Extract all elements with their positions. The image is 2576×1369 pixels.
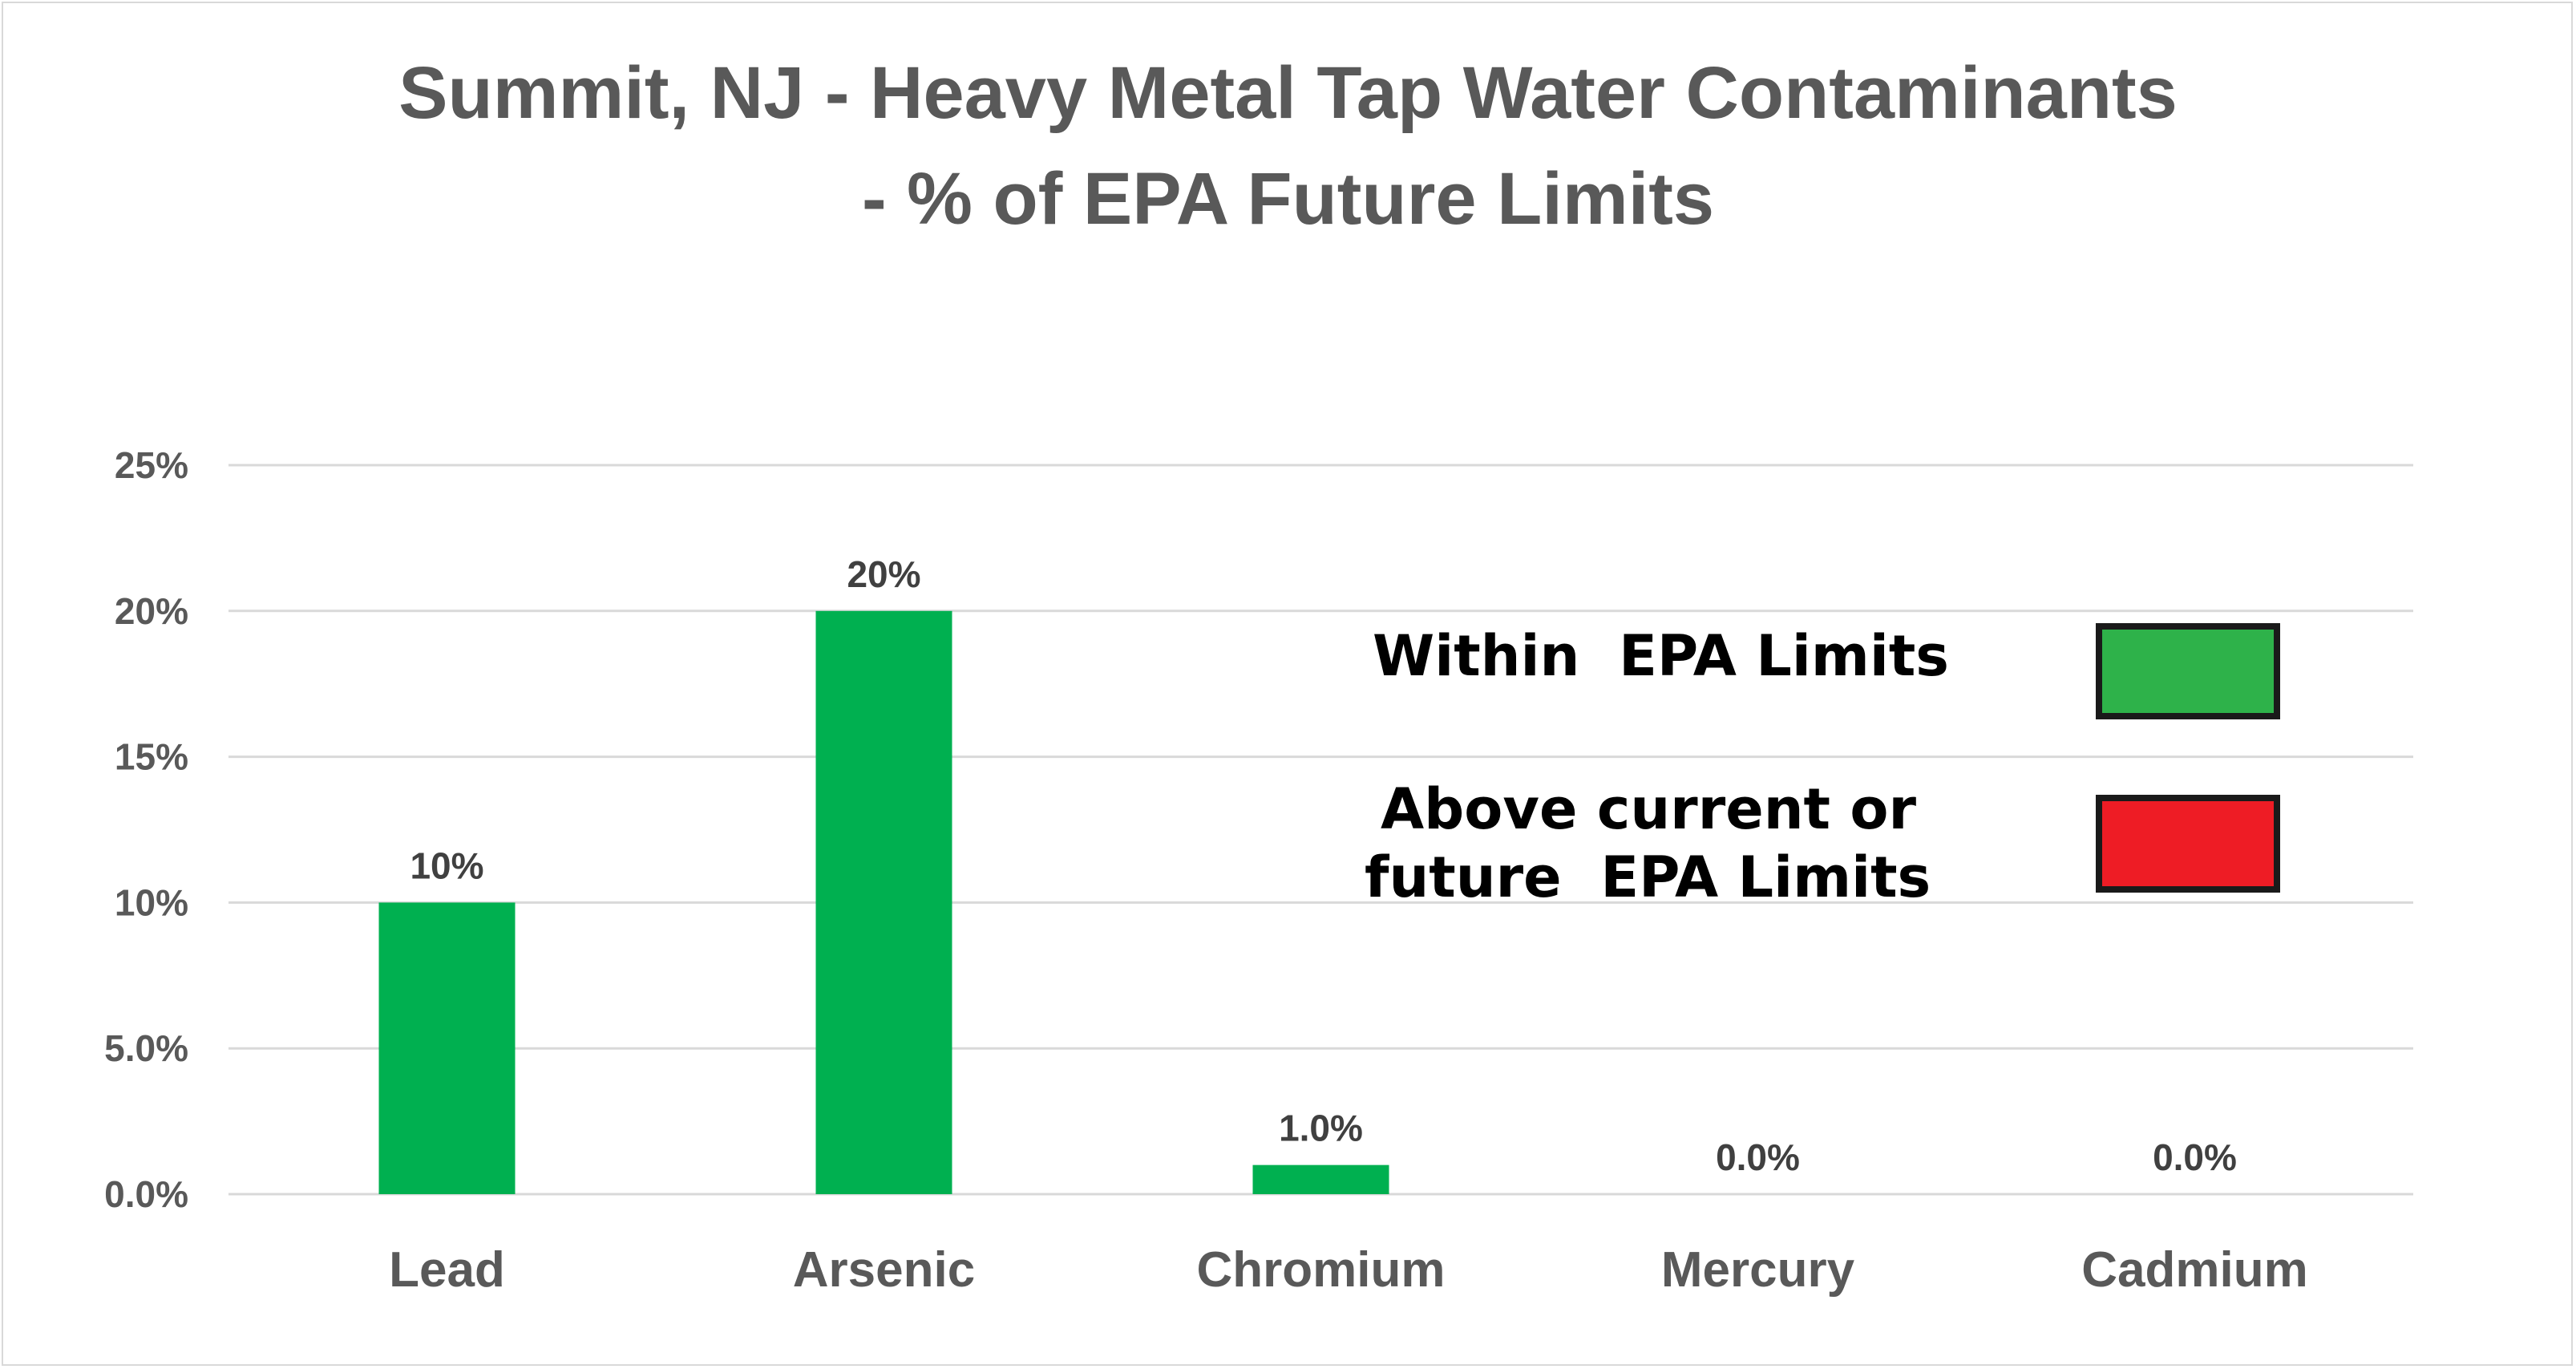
bar-chromium (1252, 1164, 1389, 1194)
y-tick-label-0: 0.0% (104, 1173, 188, 1215)
legend-label-2-line-2: future EPA Limits (1365, 844, 1931, 910)
data-label-mercury: 0.0% (1716, 1136, 1800, 1178)
category-label-lead: Lead (389, 1242, 505, 1298)
y-tick-label-4: 20% (115, 590, 188, 632)
category-label-chromium: Chromium (1197, 1242, 1446, 1298)
bars (378, 610, 1389, 1194)
bar-lead (378, 902, 516, 1194)
legend-swatch-2 (2096, 795, 2280, 893)
category-label-cadmium: Cadmium (2081, 1242, 2307, 1298)
chart-title: Summit, NJ - Heavy Metal Tap Water Conta… (0, 40, 2576, 252)
legend: Within EPA Limits Above current orfuture … (1365, 623, 2280, 910)
x-axis-category-labels: Lead Arsenic Chromium Mercury Cadmium (389, 1242, 2308, 1298)
gridlines (228, 464, 2413, 1196)
y-tick-label-2: 10% (115, 881, 188, 923)
data-label-lead: 10% (410, 844, 483, 886)
data-label-arsenic: 20% (847, 553, 920, 595)
chart-title-line-2: - % of EPA Future Limits (861, 158, 1715, 240)
data-labels: 10% 20% 1.0% 0.0% 0.0% (410, 553, 2236, 1178)
y-axis-tick-labels: 0.0% 5.0% 10% 15% 20% 25% (104, 444, 188, 1215)
y-tick-label-1: 5.0% (104, 1027, 188, 1069)
data-label-cadmium: 0.0% (2153, 1136, 2237, 1178)
legend-label-1-line-1: Within EPA Limits (1373, 623, 1949, 689)
chart-title-line-1: Summit, NJ - Heavy Metal Tap Water Conta… (398, 52, 2178, 134)
legend-swatch-1 (2096, 623, 2280, 719)
legend-label-2-line-1: Above current or (1381, 776, 1916, 842)
y-tick-label-3: 15% (115, 736, 188, 778)
data-label-chromium: 1.0% (1279, 1108, 1363, 1149)
bar-arsenic (815, 610, 952, 1194)
y-tick-label-5: 25% (115, 444, 188, 486)
category-label-mercury: Mercury (1661, 1242, 1855, 1298)
category-label-arsenic: Arsenic (793, 1242, 975, 1298)
